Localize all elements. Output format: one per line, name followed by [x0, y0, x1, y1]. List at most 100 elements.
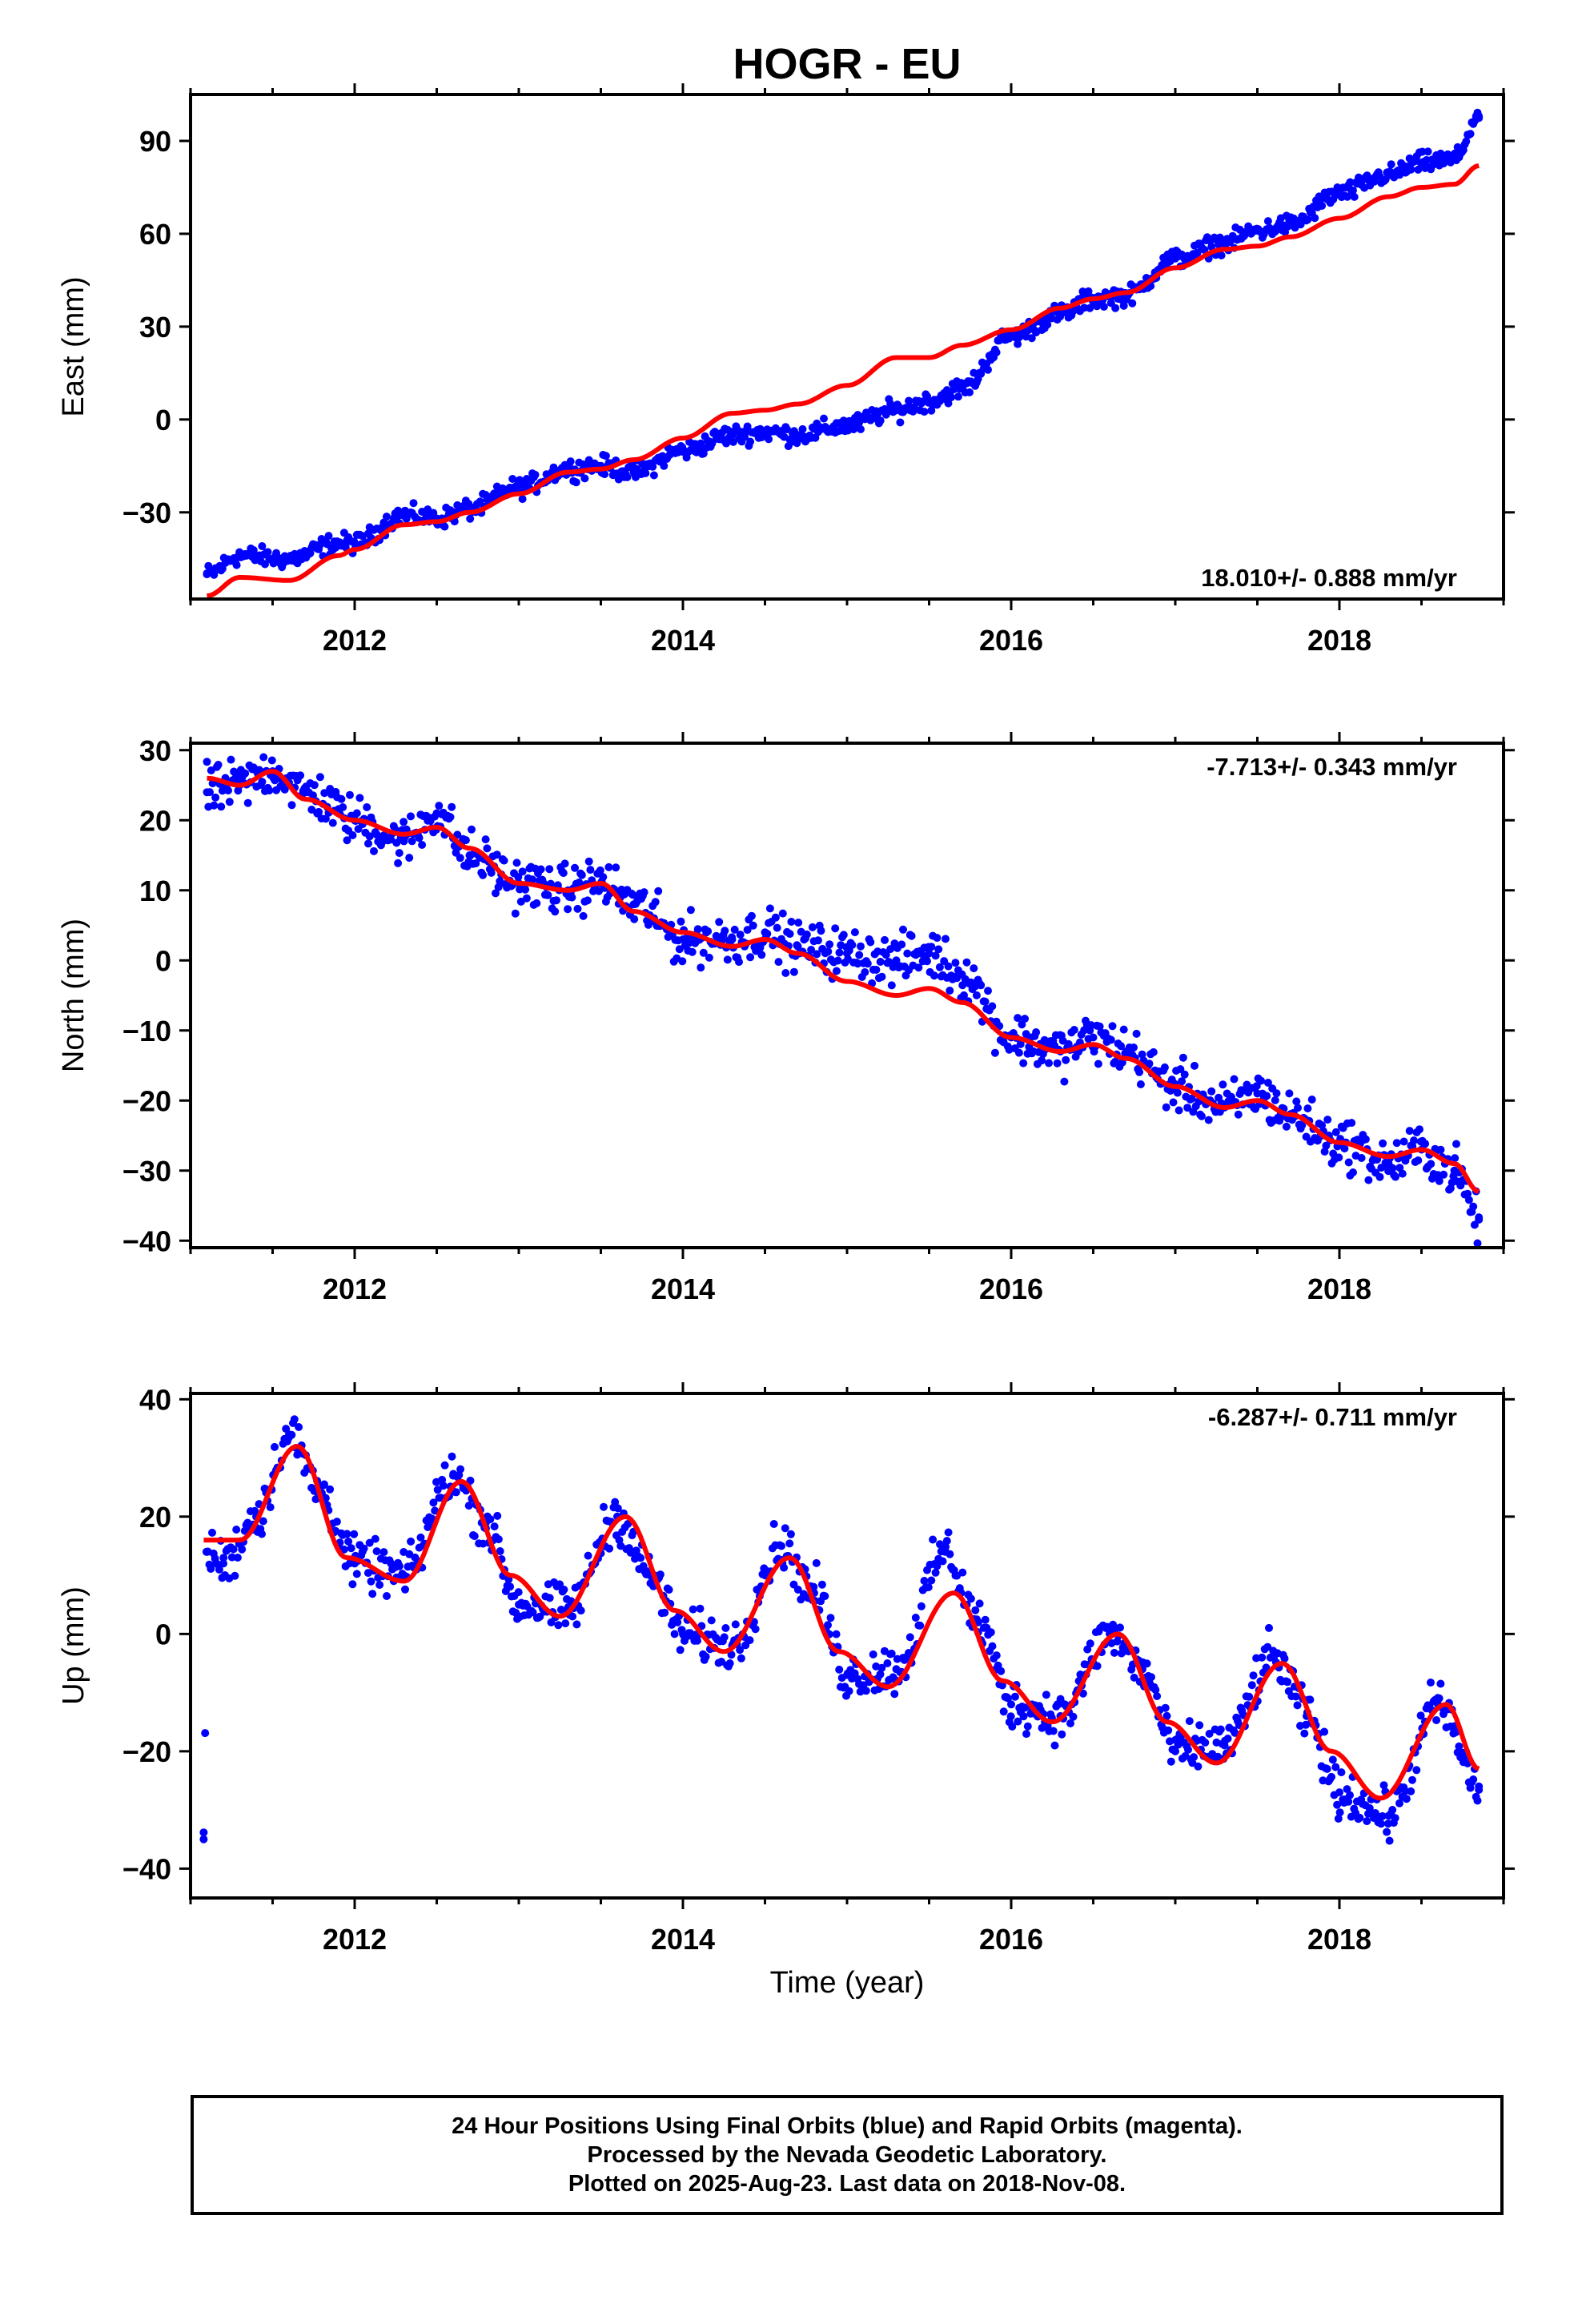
data-point: [368, 1590, 377, 1598]
data-point: [1349, 186, 1357, 195]
data-point: [881, 951, 890, 959]
caption-box: 24 Hour Positions Using Final Orbits (bl…: [191, 2095, 1504, 2215]
data-point: [947, 393, 956, 402]
data-point: [1283, 222, 1292, 231]
data-point: [431, 1506, 440, 1515]
data-point: [971, 1606, 980, 1614]
data-point: [328, 818, 337, 827]
data-point: [365, 832, 374, 841]
data-point: [988, 1002, 997, 1011]
data-point: [575, 879, 584, 887]
data-point: [579, 911, 588, 920]
data-point: [512, 858, 521, 867]
data-point: [1473, 1796, 1482, 1805]
data-point: [721, 1624, 730, 1632]
data-point: [320, 1480, 328, 1489]
data-point: [1217, 251, 1226, 259]
data-point: [267, 756, 276, 765]
data-point: [1263, 1642, 1272, 1651]
data-point: [1178, 1077, 1186, 1086]
data-point: [549, 463, 558, 472]
plot-area: [203, 108, 1484, 599]
data-point: [1119, 301, 1128, 310]
data-point: [944, 399, 953, 408]
data-point: [1475, 114, 1484, 123]
data-point: [461, 836, 470, 845]
data-point: [917, 1602, 926, 1610]
data-point: [1178, 1053, 1187, 1062]
data-point: [763, 930, 772, 938]
up-panel: 2012 2014 2016 2018 40 20 0 −20 −40 Up (mm) -6.287…: [57, 1382, 1515, 1956]
data-point: [225, 798, 234, 806]
data-point: [1166, 1087, 1174, 1095]
data-point: [1379, 1781, 1388, 1790]
data-point: [697, 439, 705, 448]
data-point: [685, 939, 694, 947]
data-point: [290, 1415, 299, 1424]
y-tick-label: 30: [139, 311, 171, 344]
data-point: [923, 957, 931, 966]
data-point: [1475, 1786, 1484, 1794]
data-point: [1337, 1768, 1346, 1777]
data-point: [688, 947, 697, 956]
data-point: [545, 865, 554, 874]
x-tick-label: 2018: [1307, 624, 1371, 657]
data-point: [737, 1654, 745, 1663]
data-point: [785, 1539, 794, 1548]
data-point: [1019, 1712, 1028, 1721]
data-point: [881, 935, 889, 944]
data-point: [1392, 1139, 1401, 1148]
data-point: [787, 918, 796, 926]
data-point: [654, 887, 663, 895]
data-point: [1292, 1097, 1301, 1106]
data-point: [1449, 1172, 1458, 1180]
data-point: [1320, 1727, 1329, 1736]
x-axis-label: Time (year): [770, 1966, 925, 2000]
data-point: [492, 889, 500, 898]
data-point: [745, 1636, 754, 1645]
data-point: [1323, 1764, 1331, 1773]
data-point: [701, 1652, 710, 1661]
data-point: [798, 424, 807, 433]
data-point: [487, 868, 496, 877]
data-point: [1027, 334, 1036, 343]
data-point: [954, 392, 962, 401]
data-point: [400, 818, 408, 826]
data-point: [930, 971, 938, 980]
data-point: [1207, 1087, 1216, 1096]
data-point: [1180, 1070, 1189, 1079]
data-point: [518, 867, 527, 876]
data-point: [1153, 1692, 1162, 1700]
data-point: [494, 1535, 503, 1544]
data-point: [415, 834, 424, 842]
data-point: [927, 1576, 936, 1585]
data-point: [651, 898, 660, 907]
data-point: [1347, 1119, 1356, 1128]
data-point: [332, 1518, 341, 1526]
data-point: [833, 956, 842, 965]
data-point: [832, 967, 841, 975]
data-point: [1060, 1077, 1069, 1086]
data-point: [1008, 1723, 1017, 1731]
data-point: [916, 1621, 925, 1630]
data-point: [1469, 1775, 1478, 1783]
data-point: [1014, 1048, 1023, 1057]
data-point: [1162, 1103, 1170, 1112]
data-points: [199, 1415, 1484, 1845]
data-point: [1416, 1711, 1425, 1720]
data-point: [899, 925, 907, 934]
data-point: [1285, 1089, 1294, 1098]
data-point: [984, 365, 992, 374]
data-point: [1466, 130, 1475, 139]
data-point: [911, 1614, 920, 1622]
data-point: [1116, 1623, 1124, 1632]
data-point: [1043, 320, 1052, 329]
data-point: [857, 425, 865, 433]
data-point: [736, 1646, 745, 1655]
data-point: [559, 869, 568, 878]
data-point: [747, 911, 756, 920]
data-point: [837, 1674, 846, 1683]
data-point: [826, 1614, 835, 1622]
data-point: [1084, 1035, 1093, 1043]
data-point: [1311, 214, 1319, 223]
